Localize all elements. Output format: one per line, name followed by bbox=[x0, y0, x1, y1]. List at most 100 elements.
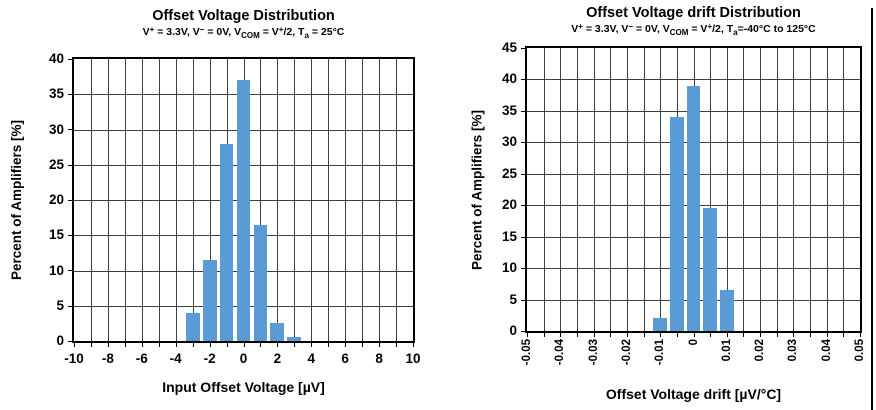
x-tick-label: 4 bbox=[307, 351, 316, 366]
x-tick-label: -0.05 bbox=[521, 339, 533, 366]
offset-voltage-histogram: Offset Voltage Distribution V+ = 3.3V, V… bbox=[9, 8, 421, 395]
y-tick-label: 5 bbox=[56, 297, 64, 313]
tick-mark bbox=[68, 306, 72, 307]
tick-mark bbox=[125, 343, 126, 347]
page-border-line bbox=[871, 8, 873, 410]
tick-mark bbox=[396, 343, 397, 347]
tick-mark bbox=[521, 142, 525, 143]
tick-mark bbox=[743, 333, 744, 337]
x-tick-label: 0.02 bbox=[754, 339, 767, 362]
gridline-vertical bbox=[727, 48, 728, 331]
tick-mark bbox=[660, 333, 661, 337]
tick-mark bbox=[176, 343, 177, 347]
subtitle-segment: COM bbox=[241, 30, 260, 40]
histogram-bar bbox=[185, 312, 200, 341]
tick-mark bbox=[277, 343, 278, 347]
tick-mark bbox=[244, 343, 245, 347]
subtitle-segment: = 3.3V, V bbox=[582, 23, 629, 35]
subtitle-segment: − bbox=[628, 21, 634, 31]
tick-mark bbox=[68, 94, 72, 95]
x-tick-label: -0.03 bbox=[587, 339, 600, 366]
offset-voltage-drift-histogram: Offset Voltage drift Distribution V+ = 3… bbox=[438, 0, 876, 410]
tick-mark bbox=[210, 343, 211, 347]
histogram-bar bbox=[202, 259, 217, 341]
y-tick-label: 30 bbox=[48, 121, 64, 137]
histogram-bar bbox=[219, 143, 234, 341]
x-axis-title: Offset Voltage drift [µV/°C] bbox=[605, 386, 782, 402]
subtitle-segment: + bbox=[278, 24, 284, 34]
y-tick-label: 10 bbox=[501, 260, 517, 276]
gridline-vertical bbox=[627, 48, 628, 331]
histogram-bar bbox=[287, 337, 302, 341]
tick-mark bbox=[843, 333, 844, 337]
y-tick-label: 40 bbox=[48, 51, 64, 66]
tick-mark bbox=[677, 333, 678, 337]
x-tick-label: 8 bbox=[375, 351, 383, 366]
y-tick-label: 35 bbox=[501, 102, 517, 118]
gridline-vertical bbox=[610, 48, 611, 331]
gridline-vertical bbox=[843, 48, 844, 331]
histogram-bar bbox=[270, 323, 285, 341]
y-tick-label: 35 bbox=[48, 86, 64, 102]
x-tick-label: -4 bbox=[169, 351, 182, 366]
tick-mark bbox=[521, 268, 525, 269]
tick-mark bbox=[521, 111, 525, 112]
subtitle-segment: = 0V, V bbox=[204, 26, 242, 38]
y-tick-label: 0 bbox=[56, 333, 64, 348]
tick-mark bbox=[227, 343, 228, 347]
tick-mark bbox=[260, 343, 261, 347]
histogram-bar bbox=[236, 80, 251, 341]
tick-mark bbox=[142, 343, 143, 347]
tick-mark bbox=[159, 343, 160, 347]
tick-mark bbox=[68, 129, 72, 130]
histogram-bar bbox=[670, 117, 684, 331]
subtitle-segment: = V bbox=[259, 26, 279, 38]
gridline-vertical bbox=[560, 48, 561, 331]
tick-mark bbox=[793, 333, 794, 337]
tick-mark bbox=[727, 333, 728, 337]
histogram-bar bbox=[686, 85, 701, 331]
y-tick-label: 45 bbox=[501, 40, 517, 55]
y-tick-label: 5 bbox=[509, 291, 517, 307]
tick-mark bbox=[521, 79, 525, 80]
tick-mark bbox=[827, 333, 828, 337]
histogram-bar bbox=[719, 290, 734, 331]
tick-mark bbox=[560, 333, 561, 337]
subtitle-segment: − bbox=[199, 24, 205, 34]
subtitle-segment: COM bbox=[669, 27, 689, 37]
subtitle-segment: = V bbox=[688, 23, 708, 35]
subtitle-segment: a bbox=[304, 30, 309, 40]
x-tick-label: -0.01 bbox=[654, 339, 667, 366]
tick-mark bbox=[644, 333, 645, 337]
tick-mark bbox=[521, 205, 525, 206]
tick-mark bbox=[521, 237, 525, 238]
x-tick-label: 0.05 bbox=[854, 339, 866, 362]
y-tick-label: 20 bbox=[48, 192, 64, 207]
x-tick-label: 0.03 bbox=[787, 339, 800, 362]
subtitle-segment: /2, T bbox=[712, 23, 734, 35]
y-tick-label: 30 bbox=[501, 134, 517, 150]
y-axis-title: Percent of Amplifiers [%] bbox=[9, 119, 24, 281]
chart-title: Offset Voltage Distribution bbox=[152, 8, 335, 24]
subtitle-segment: + bbox=[149, 24, 155, 34]
subtitle-segment: =-40°C to 125°C bbox=[737, 23, 816, 35]
tick-mark bbox=[521, 300, 525, 301]
gridline-vertical bbox=[743, 48, 744, 331]
x-tick-label: -0.04 bbox=[554, 339, 567, 366]
tick-mark bbox=[777, 333, 778, 337]
tick-mark bbox=[521, 48, 525, 49]
y-tick-label: 25 bbox=[48, 156, 64, 172]
tick-mark bbox=[521, 331, 525, 332]
tick-mark bbox=[610, 333, 611, 337]
x-tick-label: 0 bbox=[687, 339, 700, 346]
subtitle-segment: /2, T bbox=[283, 26, 305, 38]
subtitle-segment: V bbox=[571, 23, 579, 35]
tick-mark bbox=[577, 333, 578, 337]
gridline-vertical bbox=[577, 48, 578, 331]
tick-mark bbox=[68, 270, 72, 271]
histogram-bar bbox=[253, 224, 268, 341]
tick-mark bbox=[860, 333, 861, 337]
x-tick-label: -10 bbox=[64, 351, 84, 366]
subtitle-segment: + bbox=[707, 21, 713, 31]
y-tick-label: 20 bbox=[501, 197, 517, 213]
